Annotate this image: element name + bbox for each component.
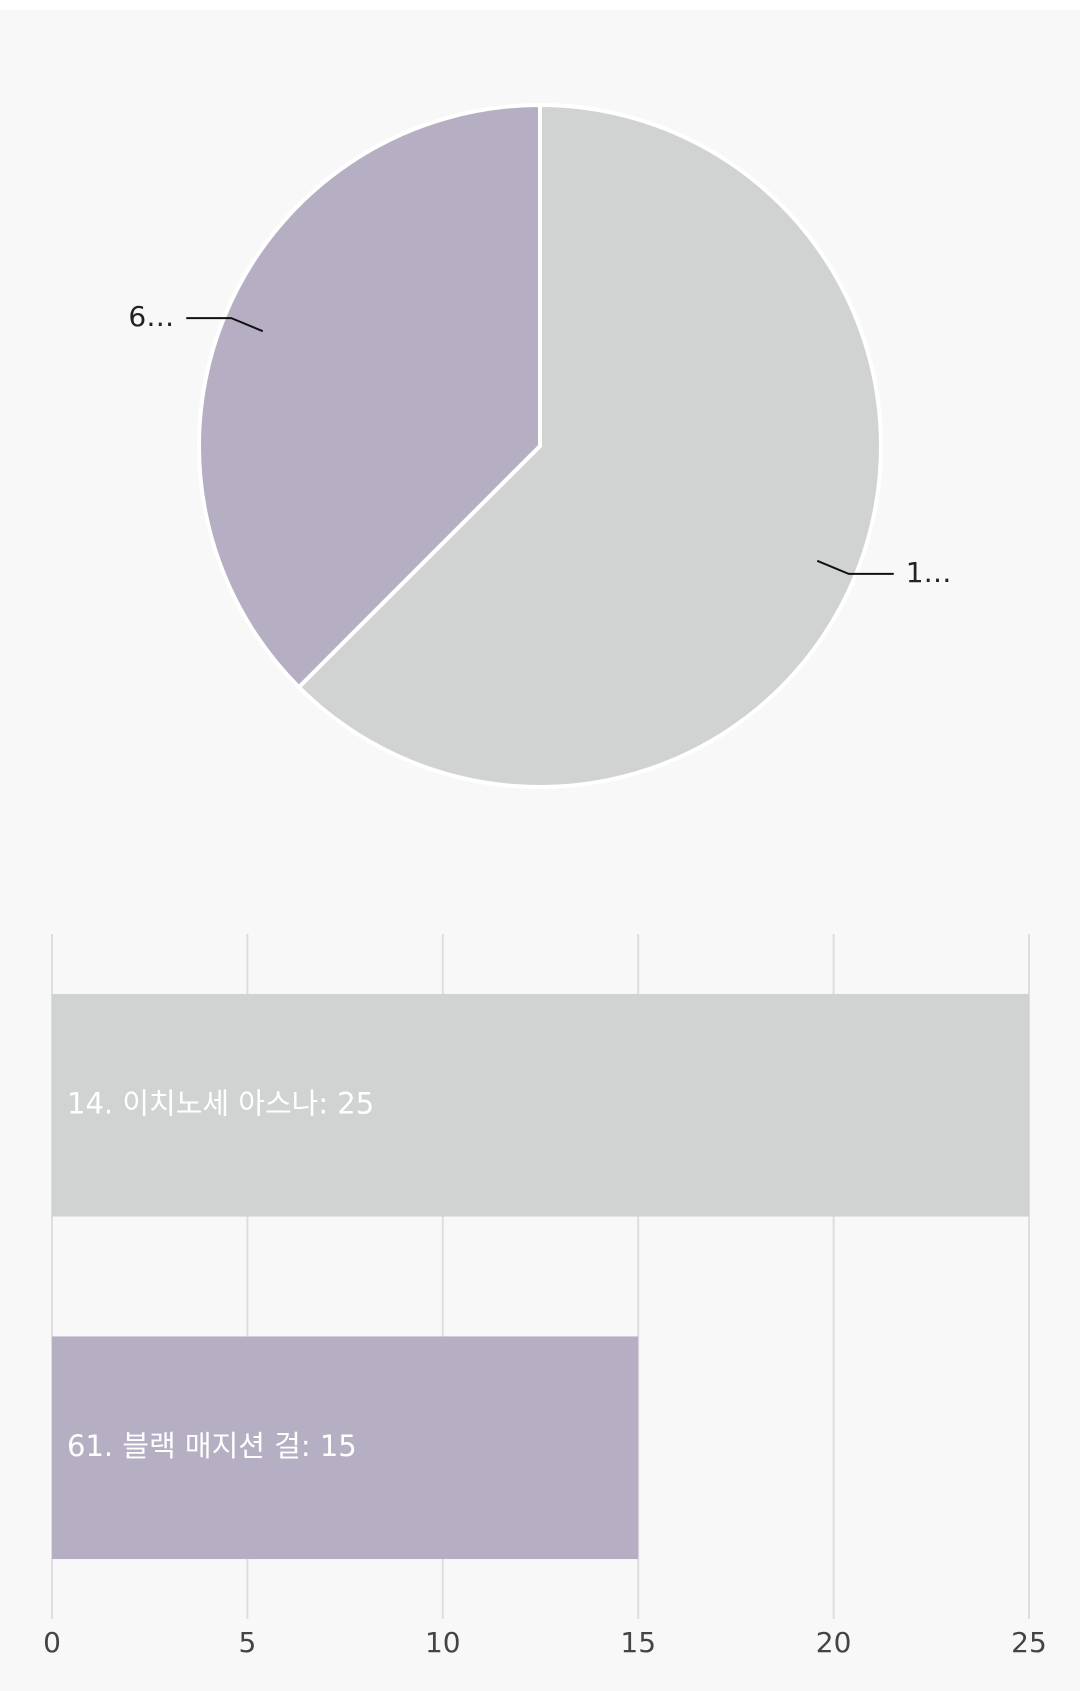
x-tick-label: 10 [425, 1626, 461, 1659]
leader-line [186, 317, 264, 333]
x-tick-label: 0 [43, 1626, 61, 1659]
x-tick-label: 20 [816, 1626, 852, 1659]
bar-label: 61. 블랙 매지션 걸: 15 [67, 1429, 357, 1463]
bar [52, 993, 1029, 1217]
leader-line [816, 559, 894, 575]
pie-label: 1… [906, 556, 952, 589]
bar-label: 14. 이치노세 아스나: 25 [67, 1086, 374, 1120]
pie-label: 6… [128, 300, 174, 333]
pie-slice [296, 102, 883, 789]
top-strip [0, 0, 1080, 10]
x-tick-label: 15 [620, 1626, 656, 1659]
x-tick-label: 25 [1011, 1626, 1047, 1659]
pie-slice [197, 102, 542, 690]
x-tick-label: 5 [238, 1626, 256, 1659]
bar [52, 1336, 639, 1560]
